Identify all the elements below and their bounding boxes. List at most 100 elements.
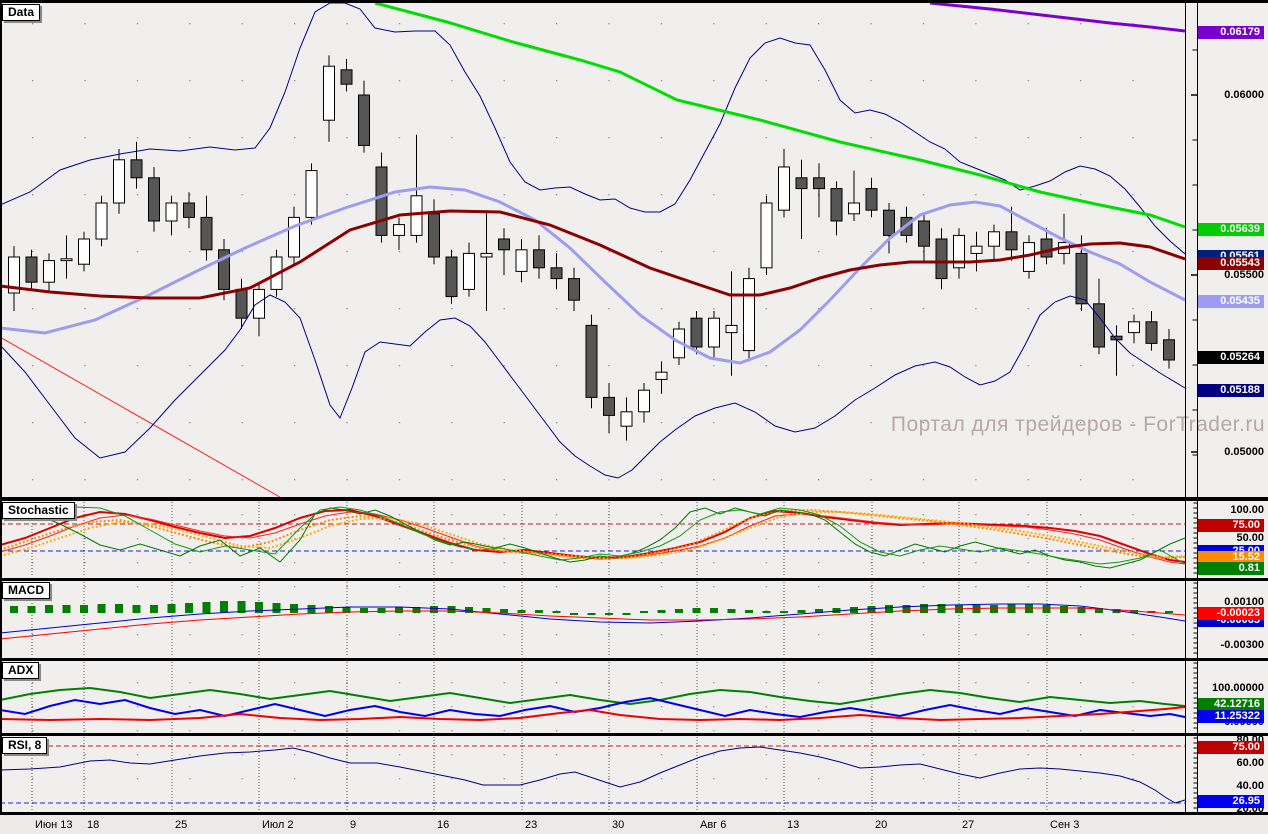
macd-histogram-bar <box>27 606 36 613</box>
macd-histogram-bar <box>1025 604 1033 613</box>
candle-body <box>393 224 405 236</box>
candle-body <box>760 202 773 269</box>
adx-window-button[interactable]: ADX <box>2 662 40 679</box>
candle-body <box>778 166 790 211</box>
macd-histogram-bar <box>482 608 491 613</box>
separator-stochastic-macd[interactable] <box>0 578 1268 581</box>
separator-macd-adx[interactable] <box>0 658 1268 661</box>
candle-body <box>918 220 930 247</box>
macd-histogram-bar <box>255 602 263 613</box>
candle-body <box>743 278 755 352</box>
macd-histogram-bar <box>185 603 193 613</box>
candle-body <box>165 202 178 222</box>
date-label: Июн 13 <box>35 819 73 831</box>
macd-histogram-bar <box>832 608 841 613</box>
data-window-button[interactable]: Data <box>2 4 41 21</box>
macd-histogram-bar <box>167 604 176 613</box>
candle-body <box>935 238 948 280</box>
candle-body <box>410 195 423 236</box>
date-label: 27 <box>962 819 975 831</box>
macd-histogram-bar <box>762 611 771 613</box>
macd-histogram-bar <box>745 610 753 613</box>
axis-price-label: 0.05000 <box>1224 446 1264 458</box>
rsi-window-button[interactable]: RSI, 8 <box>2 737 48 754</box>
macd-histogram-bar <box>465 607 473 613</box>
candle-body <box>603 396 615 416</box>
macd-histogram-bar <box>325 606 333 613</box>
chart-right-border <box>1185 3 1186 815</box>
adx-minus-di-red <box>0 706 1186 722</box>
price-badge: 42.12716 <box>1198 697 1264 711</box>
candle-body <box>60 258 73 262</box>
macd-histogram-bar <box>797 610 806 613</box>
separator-adx-rsi[interactable] <box>0 733 1268 736</box>
candle-body <box>585 324 598 398</box>
date-label: Авг 6 <box>700 819 727 831</box>
macd-line-blue <box>0 603 1186 634</box>
candle-body <box>848 202 860 215</box>
candle-body <box>253 288 265 319</box>
date-axis-strip[interactable] <box>0 815 1268 834</box>
candle-body <box>970 245 983 254</box>
candle-body <box>813 177 825 190</box>
axis-price-label: 0.06000 <box>1224 89 1264 101</box>
candle-body <box>148 177 160 222</box>
adx-plus-di-blue <box>0 696 1186 719</box>
macd-histogram-bar <box>727 609 736 613</box>
bollinger-lower <box>0 294 1186 479</box>
macd-histogram-bar <box>517 610 526 613</box>
macd-histogram-bar <box>937 604 946 613</box>
watermark: Портал для трейдеров - ForTrader.ru <box>890 413 1265 436</box>
candle-body <box>533 249 545 269</box>
macd-histogram-bar <box>815 609 823 613</box>
candle-body <box>830 188 843 222</box>
candle-body <box>340 69 353 85</box>
candle-body <box>953 234 965 269</box>
candle-body <box>1005 231 1018 251</box>
candle-body <box>550 267 563 280</box>
macd-histogram-bar <box>430 606 438 613</box>
stochastic-window-button[interactable]: Stochastic <box>2 502 75 519</box>
candle-body <box>1145 321 1158 344</box>
adx-green <box>0 686 1186 707</box>
stoch-orange-2 <box>0 511 1186 559</box>
candle-body <box>988 231 1000 247</box>
macd-histogram-bar <box>640 611 648 613</box>
price-badge: 0.05264 <box>1198 350 1264 364</box>
date-label: 13 <box>787 819 800 831</box>
candle-body <box>498 238 510 251</box>
macd-histogram-bar <box>990 605 998 613</box>
macd-histogram-bar <box>80 605 88 613</box>
date-label: 20 <box>875 819 888 831</box>
date-label: 16 <box>437 819 450 831</box>
candle-body <box>1040 238 1053 258</box>
macd-histogram-bar <box>62 605 71 613</box>
macd-histogram-bar <box>570 613 578 615</box>
candle-body <box>200 216 213 251</box>
candle-body <box>43 260 55 283</box>
ma-purple <box>929 1 1186 33</box>
axis-price-label: 0.05500 <box>1224 269 1264 281</box>
macd-histogram-bar <box>780 611 788 613</box>
macd-window-button[interactable]: MACD <box>2 582 50 599</box>
candle-body <box>463 252 475 290</box>
candle-body <box>375 166 388 236</box>
trend-line-red <box>0 336 286 501</box>
macd-histogram-bar <box>972 605 981 613</box>
candle-body <box>725 324 738 334</box>
left-border <box>0 0 2 815</box>
price-axis-line <box>1197 3 1198 815</box>
axis-price-label: 0.00100 <box>1224 596 1264 608</box>
macd-histogram-bar <box>710 608 718 613</box>
date-label: 9 <box>350 819 357 831</box>
macd-histogram-bar <box>1077 607 1086 613</box>
date-label: 18 <box>87 819 100 831</box>
macd-histogram-bar <box>45 605 53 613</box>
candle-body <box>480 252 493 258</box>
separator-rsi-dates <box>0 812 1268 815</box>
axis-price-label: 100.00000 <box>1212 682 1264 694</box>
candle-body <box>795 177 808 190</box>
separator-main-stochastic[interactable] <box>0 497 1268 501</box>
